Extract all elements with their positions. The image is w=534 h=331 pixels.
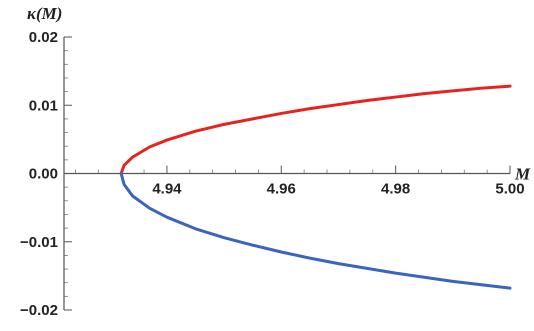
- y-tick-labels: 0.02 0.01 0.00 −0.01 −0.02: [20, 29, 58, 319]
- y-tick-label: −0.02: [20, 302, 58, 319]
- minor-ticks: [64, 50, 488, 297]
- x-tick-label: 4.94: [152, 181, 182, 198]
- x-tick-label: 4.96: [267, 181, 296, 198]
- y-tick-label: −0.01: [20, 234, 58, 251]
- y-tick-label: 0.02: [29, 29, 58, 46]
- x-axis-title: M: [514, 165, 531, 184]
- series-line-upper: [119, 84, 512, 175]
- series-line-lower: [119, 172, 512, 290]
- y-tick-label: 0.00: [29, 166, 58, 183]
- x-tick-labels: 4.94 4.96 4.98 5.00: [152, 181, 524, 198]
- x-tick-label: 5.00: [495, 181, 524, 198]
- x-tick-label: 4.98: [381, 181, 410, 198]
- series-layer: [119, 84, 512, 290]
- y-axis-title: κ(M): [27, 4, 62, 23]
- y-tick-label: 0.01: [29, 97, 58, 114]
